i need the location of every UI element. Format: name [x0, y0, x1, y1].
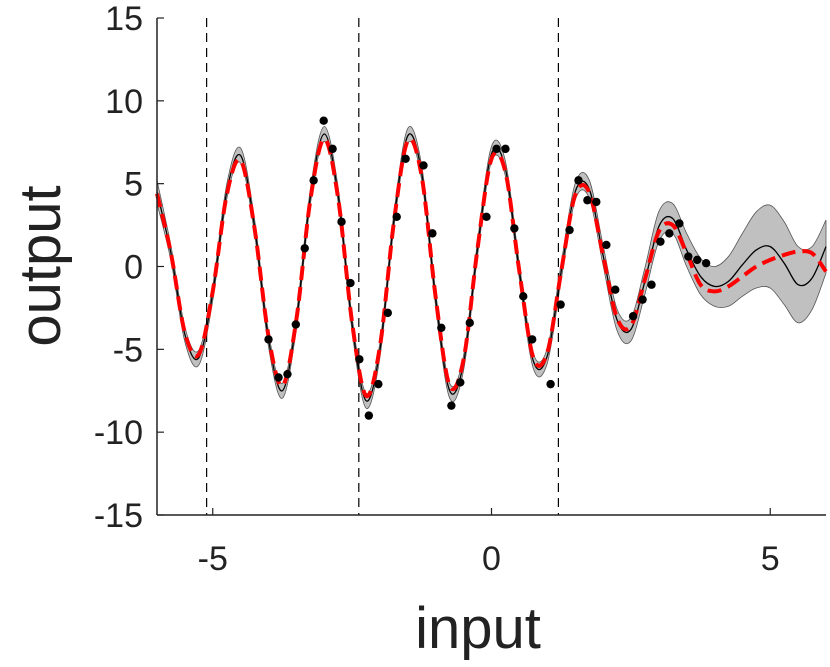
data-point — [693, 255, 702, 265]
data-point — [501, 144, 510, 154]
data-point — [492, 144, 501, 154]
data-point — [319, 116, 328, 125]
x-tick-label: 0 — [482, 540, 501, 578]
data-point — [701, 258, 711, 268]
data-point — [638, 295, 647, 304]
data-point — [527, 335, 537, 344]
data-point — [665, 229, 674, 238]
data-point — [611, 285, 620, 294]
data-point — [656, 237, 665, 246]
data-point — [355, 355, 364, 364]
data-point — [447, 401, 456, 410]
data-point — [565, 225, 574, 235]
data-point — [392, 212, 401, 221]
data-point — [510, 224, 519, 233]
data-point — [465, 318, 474, 328]
data-point — [574, 176, 583, 185]
data-point — [328, 144, 337, 154]
data-point — [437, 323, 446, 332]
data-point — [684, 252, 693, 261]
data-point — [283, 369, 292, 379]
data-point — [556, 300, 565, 309]
data-point — [337, 217, 346, 226]
y-tick-label: -10 — [94, 414, 143, 452]
y-tick-label: 10 — [105, 83, 143, 121]
data-point — [592, 197, 601, 207]
data-point — [482, 212, 491, 221]
y-tick-label: 5 — [124, 166, 143, 204]
data-point — [264, 335, 273, 344]
data-point — [419, 161, 428, 170]
y-axis-label: output — [8, 185, 73, 346]
data-point — [374, 379, 383, 389]
data-point — [401, 154, 410, 164]
data-point — [456, 378, 465, 387]
data-point — [546, 379, 555, 389]
data-point — [628, 312, 638, 321]
data-point — [647, 280, 656, 289]
data-point — [519, 292, 528, 301]
data-point — [602, 240, 611, 250]
data-point — [291, 320, 301, 329]
data-point — [675, 219, 684, 228]
data-point — [274, 373, 283, 382]
x-tick-label: 5 — [761, 540, 780, 578]
x-tick-label: -5 — [198, 540, 228, 578]
data-point — [583, 196, 592, 205]
y-tick-label: -5 — [113, 331, 143, 369]
data-point — [364, 411, 374, 420]
y-tick-label: 0 — [124, 249, 143, 287]
data-point — [383, 308, 393, 318]
y-tick-label: -15 — [94, 497, 143, 535]
data-point — [300, 244, 309, 253]
y-tick-label: 15 — [105, 0, 143, 38]
data-point — [309, 176, 318, 185]
confidence-band — [156, 126, 827, 409]
x-axis-label: input — [415, 596, 541, 661]
data-point — [346, 278, 355, 288]
data-point — [428, 229, 437, 238]
